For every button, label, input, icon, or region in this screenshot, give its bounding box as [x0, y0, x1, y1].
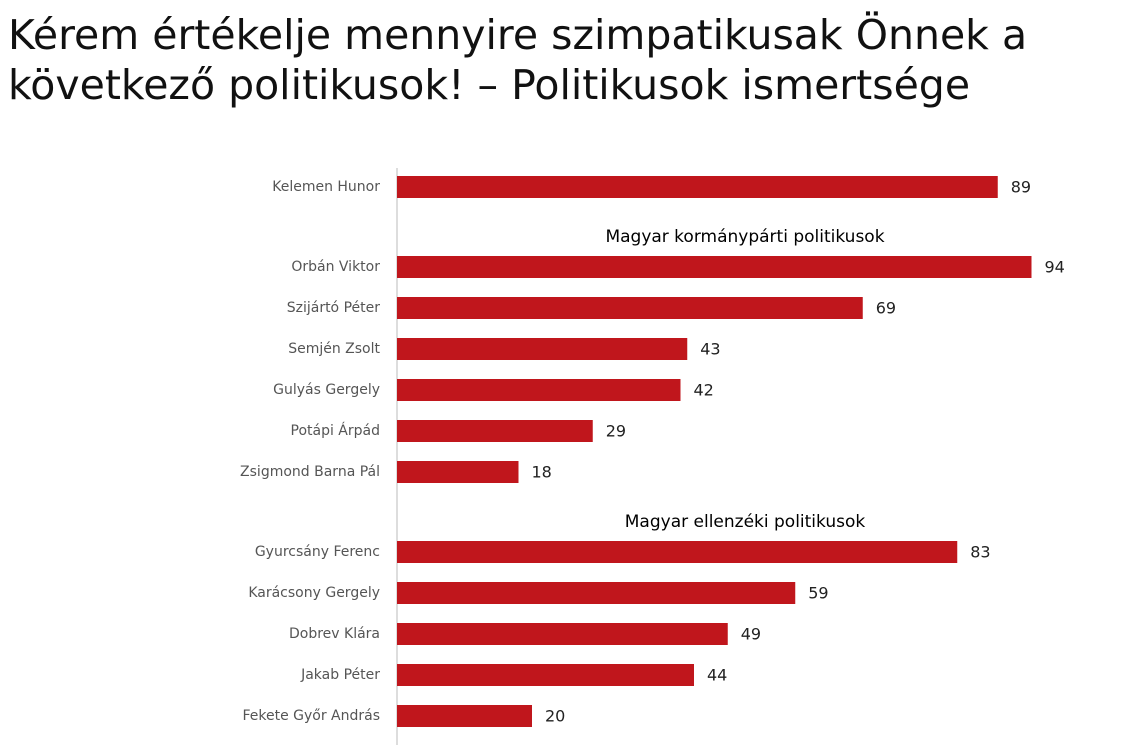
value-label: 43 [700, 340, 720, 359]
value-label: 29 [606, 422, 626, 441]
bar [397, 664, 694, 686]
bar [397, 420, 593, 442]
bar [397, 623, 728, 645]
value-label: 42 [694, 381, 714, 400]
category-label: Zsigmond Barna Pál [240, 464, 380, 480]
category-label: Gyurcsány Ferenc [255, 544, 380, 560]
value-label: 89 [1011, 178, 1031, 197]
category-label: Karácsony Gergely [248, 585, 380, 601]
value-label: 49 [741, 625, 761, 644]
category-label: Jakab Péter [300, 667, 380, 683]
value-label: 44 [707, 666, 727, 685]
bar [397, 705, 532, 727]
category-label: Dobrev Klára [289, 626, 380, 642]
bar [397, 582, 796, 604]
category-label: Szijártó Péter [287, 300, 381, 316]
bar [397, 176, 998, 198]
bar [397, 461, 519, 483]
value-label: 59 [808, 584, 828, 603]
value-label: 69 [876, 299, 896, 318]
bar [397, 297, 863, 319]
category-label: Orbán Viktor [291, 259, 380, 275]
chart-title: Kérem értékelje mennyire szimpatikusak Ö… [8, 11, 1028, 109]
value-label: 83 [970, 543, 990, 562]
value-label: 18 [532, 463, 552, 482]
category-label: Kelemen Hunor [272, 179, 380, 195]
value-label: 94 [1045, 258, 1065, 277]
bar [397, 338, 688, 360]
value-label: 20 [545, 707, 565, 726]
bar [397, 379, 681, 401]
category-label: Gulyás Gergely [273, 382, 380, 398]
group-title: Magyar kormánypárti politikusok [605, 227, 884, 247]
category-label: Semjén Zsolt [288, 341, 380, 357]
bar [397, 256, 1032, 278]
bar [397, 541, 958, 563]
category-label: Fekete Győr András [242, 708, 380, 724]
group-title: Magyar ellenzéki politikusok [625, 512, 866, 532]
category-label: Potápi Árpád [291, 422, 381, 439]
